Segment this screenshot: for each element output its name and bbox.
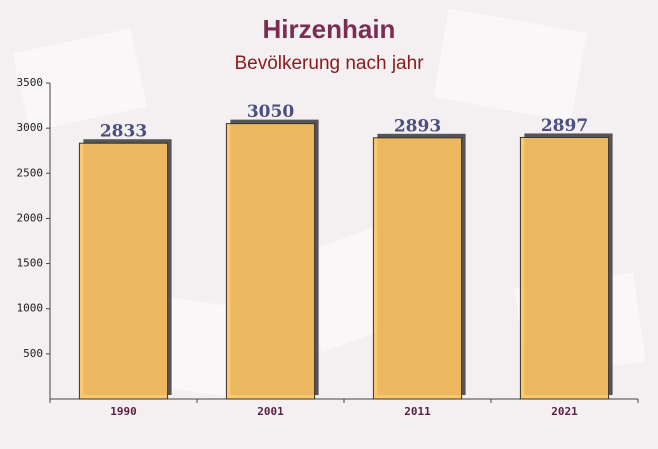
y-tick-label: 1000 — [17, 302, 44, 315]
y-tick-label: 3500 — [17, 76, 44, 89]
x-tick-label: 2011 — [404, 405, 431, 418]
chart-subtitle: Bevölkerung nach jahr — [234, 53, 424, 74]
value-label: 2833 — [100, 122, 147, 142]
y-tick-label: 500 — [23, 347, 43, 360]
bar — [519, 136, 610, 400]
bar — [78, 142, 169, 400]
y-tick-label: 2000 — [17, 211, 44, 224]
y-tick-label: 1500 — [17, 257, 44, 270]
value-label: 3050 — [247, 102, 294, 122]
bar — [372, 137, 463, 400]
x-tick-label: 2021 — [551, 405, 578, 418]
value-label: 2893 — [394, 116, 441, 136]
x-tick-label: 1990 — [110, 405, 137, 418]
chart-title: Hirzenhain — [263, 14, 396, 44]
y-tick-label: 2500 — [17, 166, 44, 179]
x-tick-label: 2001 — [257, 405, 284, 418]
value-label: 2897 — [541, 116, 588, 136]
y-tick-label: 3000 — [17, 121, 44, 134]
bar — [225, 123, 316, 400]
